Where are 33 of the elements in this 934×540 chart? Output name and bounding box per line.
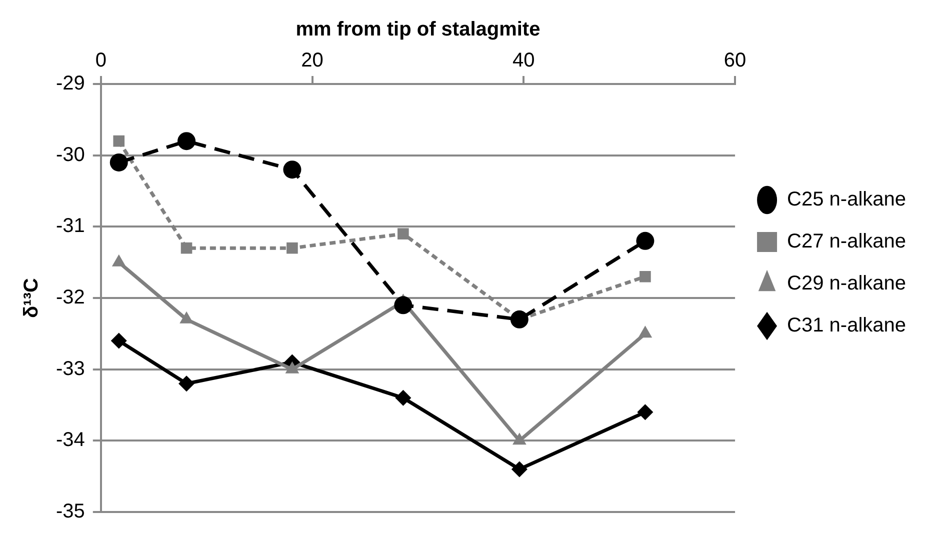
y-tick-label: -29	[56, 72, 85, 95]
point	[511, 461, 528, 478]
point	[395, 390, 412, 406]
legend-label: C27 n-alkane	[787, 230, 906, 253]
x-tick-label: 0	[95, 50, 106, 72]
point	[510, 310, 528, 328]
point	[636, 232, 654, 250]
y-tick-label: -30	[56, 144, 85, 166]
legend-label: C29 n-alkane	[787, 272, 906, 295]
point	[110, 332, 127, 349]
point	[286, 242, 298, 254]
legend-label: C25 n-alkane	[787, 188, 906, 211]
y-tick-label: -32	[56, 286, 85, 309]
y-axis-title: δ¹³C	[20, 278, 43, 318]
y-tick-label: -33	[56, 358, 85, 380]
x-tick-label: 60	[724, 50, 746, 72]
point	[178, 376, 195, 392]
x-tick-label: 40	[512, 50, 535, 72]
y-tick-label: -35	[56, 500, 85, 523]
point	[398, 228, 409, 240]
point	[637, 404, 654, 420]
legend-label: C31 n-alkane	[787, 314, 906, 337]
point	[640, 270, 651, 282]
point	[283, 160, 302, 179]
point	[178, 132, 196, 150]
point	[110, 153, 128, 172]
point	[113, 135, 125, 147]
x-axis-title: mm from tip of stalagmite	[296, 18, 540, 41]
y-tick-label: -34	[56, 429, 85, 452]
point	[180, 242, 192, 254]
point	[394, 296, 412, 314]
y-tick-label: -31	[56, 215, 85, 238]
x-tick-label: 20	[301, 50, 324, 72]
